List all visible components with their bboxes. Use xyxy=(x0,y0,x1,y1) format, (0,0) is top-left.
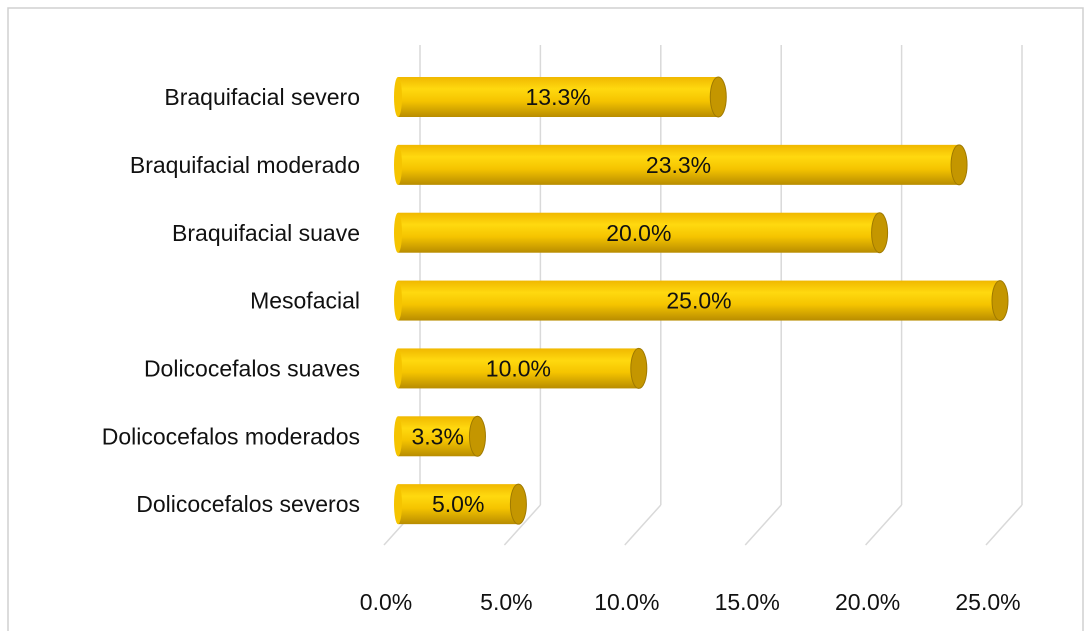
bar xyxy=(398,144,960,185)
value-label: 20.0% xyxy=(606,220,671,246)
value-label: 10.0% xyxy=(486,356,551,382)
bar-end-cap xyxy=(509,483,527,525)
bar xyxy=(398,280,1000,321)
chart-border xyxy=(7,7,1084,631)
bar-end-cap xyxy=(709,76,727,118)
bar xyxy=(398,212,880,253)
bar-end-cap xyxy=(468,415,486,457)
bar-end-cap xyxy=(950,144,968,186)
bar xyxy=(398,484,519,525)
x-tick-label: 15.0% xyxy=(715,589,780,615)
grid-line-floor xyxy=(985,504,1023,546)
bar-start-cap xyxy=(394,212,402,253)
x-tick-label: 10.0% xyxy=(594,589,659,615)
grid-line-floor xyxy=(744,504,782,546)
grid-line-floor xyxy=(503,504,541,546)
bar xyxy=(398,77,719,117)
y-tick-label: Mesofacial xyxy=(250,288,360,314)
x-tick-label: 0.0% xyxy=(360,589,412,615)
bar-start-cap xyxy=(394,416,402,457)
bar xyxy=(398,348,639,389)
x-tick-label: 25.0% xyxy=(955,589,1020,615)
x-tick-label: 5.0% xyxy=(480,589,532,615)
value-label: 13.3% xyxy=(526,84,591,110)
bar xyxy=(398,416,478,457)
bar-end-cap xyxy=(991,280,1009,322)
value-label: 25.0% xyxy=(666,288,731,314)
y-tick-label: Dolicocefalos suaves xyxy=(144,356,360,382)
x-tick-label: 20.0% xyxy=(835,589,900,615)
y-tick-label: Braquifacial severo xyxy=(164,84,360,110)
value-label: 23.3% xyxy=(646,152,711,178)
bar-start-cap xyxy=(394,77,402,117)
bar-start-cap xyxy=(394,280,402,321)
bar-start-cap xyxy=(394,348,402,389)
y-tick-label: Braquifacial suave xyxy=(172,220,360,246)
value-label: 3.3% xyxy=(412,423,464,449)
bar-start-cap xyxy=(394,484,402,525)
bar-start-cap xyxy=(394,144,402,185)
y-tick-label: Dolicocefalos severos xyxy=(136,491,360,517)
y-tick-label: Braquifacial moderado xyxy=(130,152,360,178)
grid-line-floor xyxy=(865,504,903,546)
grid-line-floor xyxy=(624,504,662,546)
bar-end-cap xyxy=(630,347,648,389)
value-label: 5.0% xyxy=(432,491,484,517)
y-tick-label: Dolicocefalos moderados xyxy=(102,423,360,449)
bar-end-cap xyxy=(871,212,889,254)
